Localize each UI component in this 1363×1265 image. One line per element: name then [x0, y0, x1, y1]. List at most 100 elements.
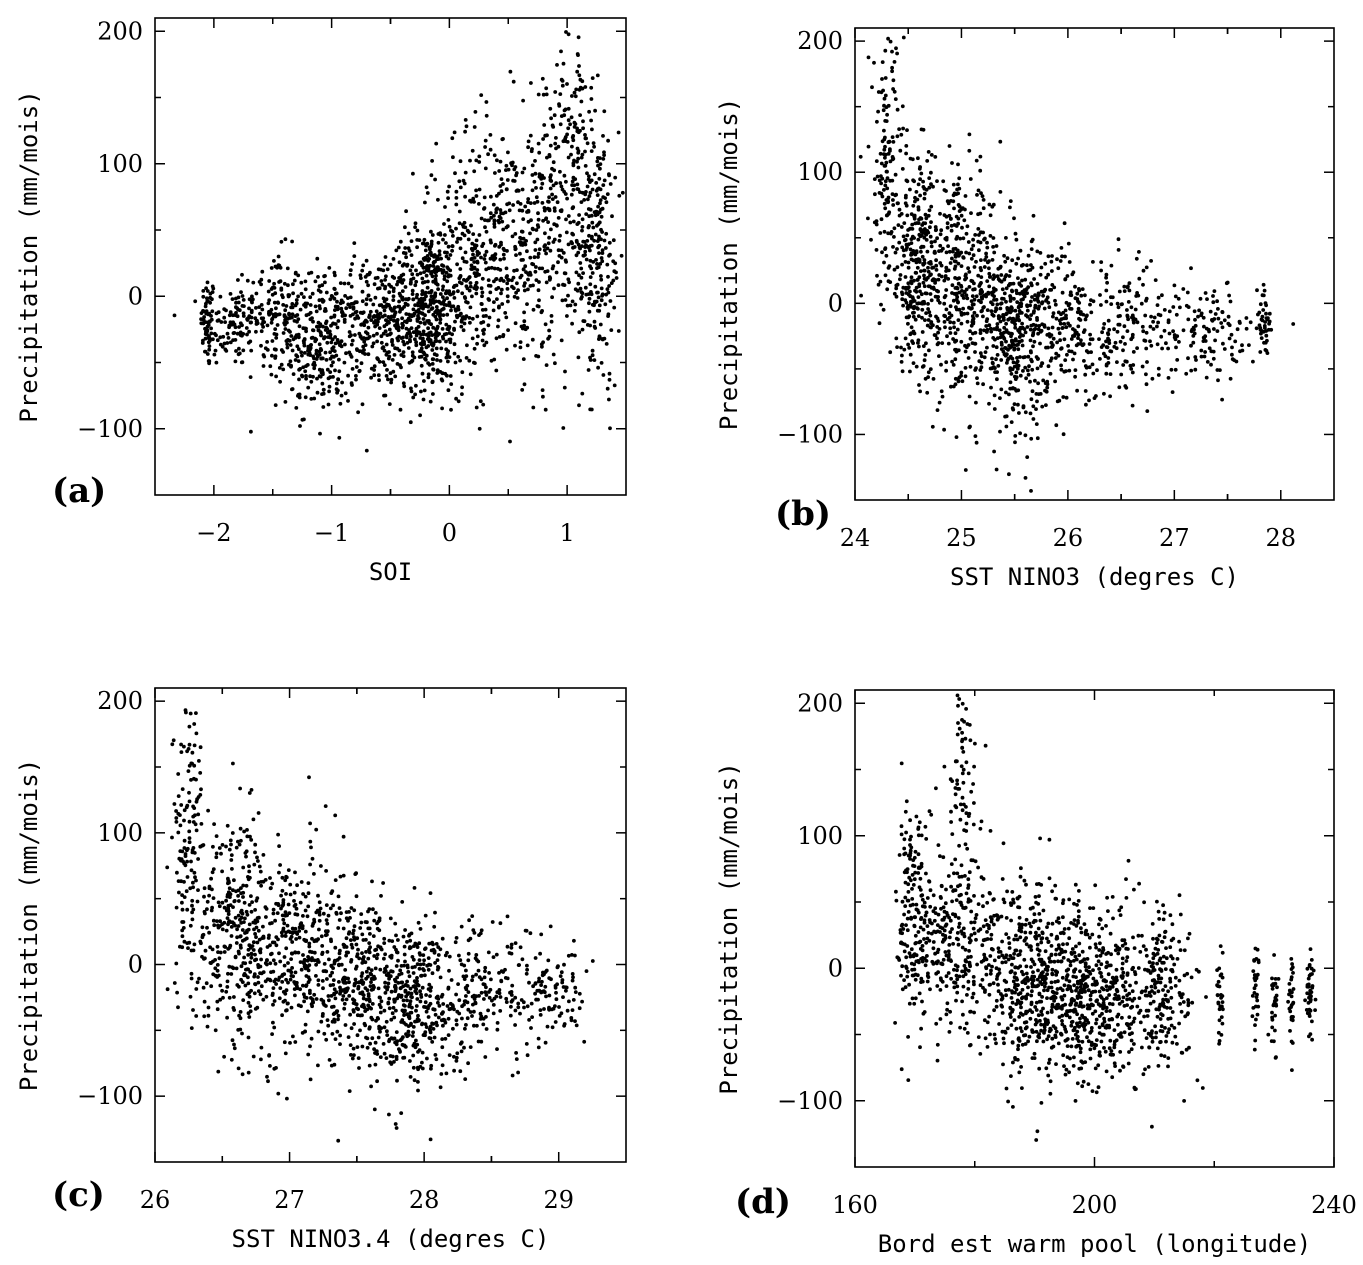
scatter-point: [935, 179, 939, 184]
scatter-point: [411, 276, 416, 281]
scatter-point: [226, 907, 231, 912]
scatter-point: [261, 353, 266, 357]
scatter-point: [1056, 310, 1061, 315]
scatter-point: [602, 238, 607, 243]
scatter-point: [459, 324, 464, 329]
scatter-point: [1036, 331, 1040, 336]
scatter-point: [1029, 281, 1033, 286]
scatter-point: [514, 253, 518, 257]
scatter-point: [251, 297, 255, 302]
scatter-point: [1042, 306, 1047, 311]
scatter-point: [866, 55, 871, 60]
scatter-point: [395, 362, 400, 366]
scatter-point: [198, 844, 203, 849]
scatter-point: [187, 790, 191, 795]
scatter-point: [913, 221, 918, 226]
scatter-point: [249, 310, 254, 315]
scatter-point: [564, 230, 569, 235]
scatter-point: [1016, 363, 1021, 368]
scatter-point: [956, 281, 961, 286]
scatter-point: [526, 219, 531, 224]
scatter-point: [899, 345, 903, 350]
scatter-point: [984, 330, 989, 334]
scatter-point: [254, 925, 259, 930]
scatter-point: [912, 214, 916, 219]
scatter-point: [1018, 248, 1023, 253]
scatter-point: [396, 279, 400, 284]
scatter-point: [585, 184, 590, 189]
scatter-point: [1018, 325, 1023, 330]
scatter-point: [497, 169, 502, 173]
scatter-point: [936, 298, 940, 303]
scatter-point: [227, 313, 232, 318]
scatter-point: [504, 347, 509, 352]
scatter-point: [236, 300, 241, 305]
scatter-point: [505, 202, 509, 207]
scatter-point: [1244, 316, 1249, 320]
x-tick-label: 26: [1053, 524, 1084, 552]
scatter-point: [1004, 286, 1009, 291]
scatter-point: [1066, 321, 1070, 326]
scatter-point: [293, 335, 298, 340]
scatter-point: [495, 158, 499, 163]
scatter-point: [251, 948, 256, 952]
scatter-point: [293, 870, 297, 875]
scatter-point: [542, 244, 547, 249]
scatter-point: [553, 361, 557, 366]
scatter-point: [596, 204, 600, 209]
scatter-point: [533, 240, 538, 245]
scatter-point: [489, 215, 494, 220]
scatter-point: [1087, 342, 1092, 346]
scatter-point: [396, 245, 401, 250]
scatter-point: [274, 347, 278, 352]
scatter-point: [907, 346, 912, 350]
scatter-point: [922, 268, 927, 273]
scatter-point: [1011, 342, 1016, 347]
scatter-point: [1216, 378, 1220, 383]
scatter-point: [1061, 310, 1066, 315]
scatter-point: [207, 319, 212, 324]
scatter-point: [1081, 330, 1086, 334]
scatter-point: [973, 341, 978, 346]
scatter-point: [422, 342, 427, 346]
scatter-point: [570, 321, 574, 326]
scatter-point: [984, 324, 989, 328]
scatter-point: [593, 326, 598, 330]
scatter-point: [204, 981, 209, 986]
scatter-point: [335, 325, 340, 330]
scatter-point: [405, 303, 410, 307]
scatter-point: [368, 298, 373, 302]
scatter-point: [1008, 205, 1012, 210]
scatter-point: [999, 343, 1004, 347]
scatter-point: [1088, 332, 1092, 337]
scatter-point: [966, 356, 971, 360]
scatter-point: [518, 345, 523, 350]
scatter-point: [569, 152, 573, 157]
scatter-point: [997, 316, 1001, 321]
scatter-point: [215, 999, 220, 1004]
scatter-point: [961, 236, 966, 241]
scatter-point: [901, 303, 905, 308]
scatter-point: [995, 274, 1000, 279]
scatter-point: [886, 200, 890, 205]
scatter-point: [937, 400, 942, 405]
scatter-point: [411, 395, 416, 400]
scatter-point: [590, 127, 594, 132]
scatter-point: [333, 335, 337, 339]
scatter-point: [401, 278, 406, 282]
scatter-point: [201, 932, 206, 937]
scatter-point: [468, 281, 473, 285]
x-tick-label: 0: [442, 519, 457, 547]
scatter-point: [360, 402, 365, 407]
scatter-point: [295, 883, 299, 888]
scatter-point: [172, 981, 177, 985]
scatter-point: [1019, 284, 1024, 288]
scatter-point: [580, 327, 585, 332]
scatter-point: [424, 243, 428, 248]
scatter-point: [1081, 312, 1086, 317]
scatter-point: [930, 424, 935, 429]
scatter-point: [578, 113, 582, 117]
scatter-point: [472, 256, 477, 260]
scatter-point: [598, 156, 602, 161]
scatter-point: [270, 285, 275, 290]
